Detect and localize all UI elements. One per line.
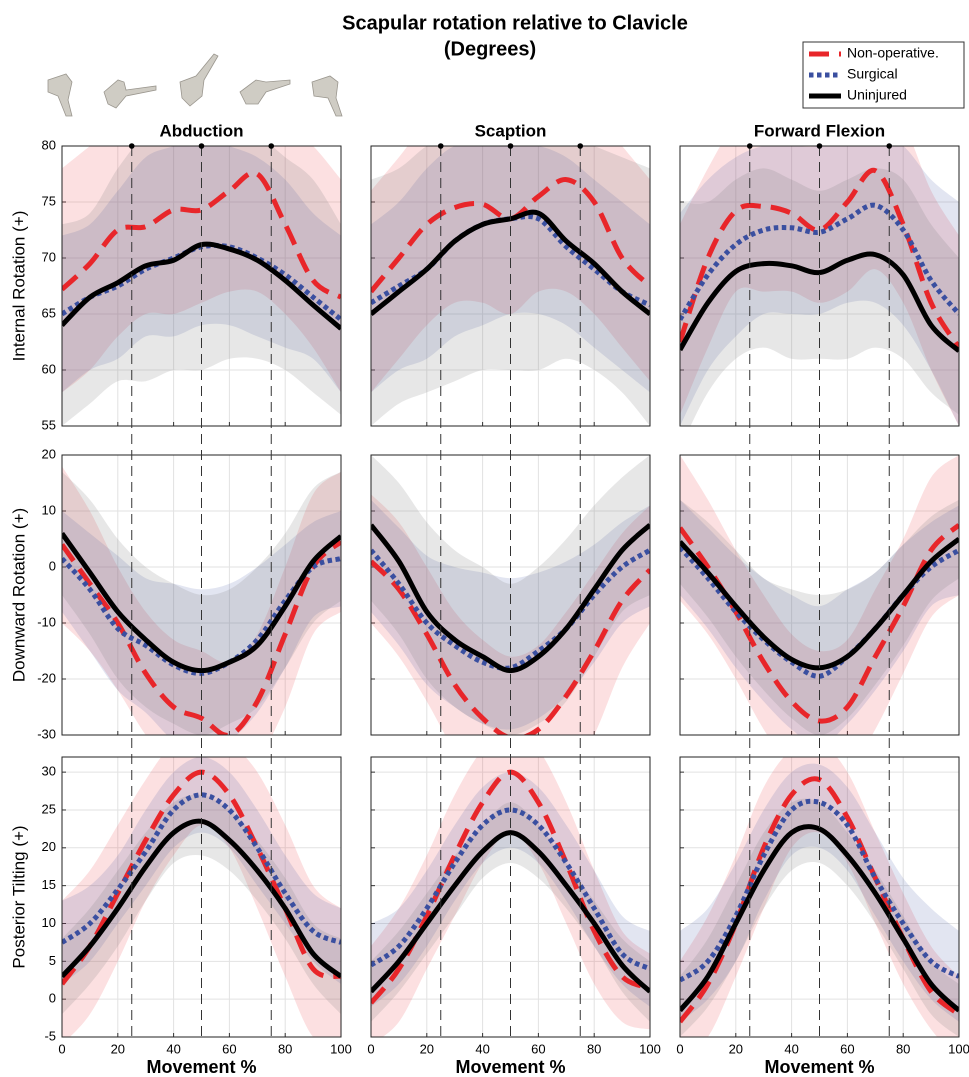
y-axis-label: Internal Rotation (+): [9, 211, 28, 362]
y-tick-label: 55: [42, 417, 56, 432]
phase-marker-dot: [507, 143, 514, 149]
phase-marker-dot: [816, 143, 823, 149]
series-line: [371, 548, 650, 671]
y-tick-label: -10: [37, 614, 56, 629]
shoulder-icon: [179, 53, 219, 107]
series-line: [371, 523, 650, 674]
y-tick-label: -20: [37, 670, 56, 685]
chart-subtitle: (Degrees): [444, 38, 536, 60]
y-tick-label: 0: [49, 558, 56, 573]
series-line: [371, 559, 650, 735]
y-tick-label: 5: [49, 953, 56, 968]
series-line: [62, 531, 341, 674]
x-tick-label: 40: [475, 1041, 489, 1056]
shoulder-icon: [239, 79, 291, 105]
y-tick-label: 80: [42, 137, 56, 152]
panel: 0 20 40 60 80 100: [367, 756, 661, 1056]
chart-title: Scapular rotation relative to Clavicle: [342, 12, 688, 34]
y-tick-label: 75: [42, 193, 56, 208]
legend-label: Non-operative.: [847, 45, 939, 61]
x-tick-label: 60: [222, 1041, 236, 1056]
x-tick-label: 0: [58, 1041, 65, 1056]
x-axis-label: Movement %: [455, 1057, 565, 1077]
phase-marker-dot: [577, 143, 584, 149]
shoulder-icon: [103, 79, 157, 109]
x-tick-label: 0: [676, 1041, 683, 1056]
y-tick-label: 60: [42, 361, 56, 376]
x-tick-label: 100: [948, 1041, 969, 1056]
panel-title: Scaption: [475, 121, 547, 140]
shoulder-icons: [47, 53, 343, 117]
x-tick-label: 100: [639, 1041, 661, 1056]
phase-marker-dot: [128, 143, 135, 149]
series-line: [680, 202, 959, 321]
y-tick-label: 70: [42, 249, 56, 264]
y-tick-label: 65: [42, 305, 56, 320]
confidence-band: [371, 146, 650, 393]
panel: 55 60 65 70 75 80: [42, 137, 342, 432]
series-line: [62, 170, 341, 300]
shoulder-icon: [311, 75, 343, 117]
x-tick-label: 80: [278, 1041, 292, 1056]
series-line: [680, 251, 959, 353]
panel-title: Forward Flexion: [754, 121, 885, 140]
legend-label: Surgical: [847, 66, 898, 82]
y-tick-label: 10: [42, 915, 56, 930]
legend-label: Uninjured: [847, 87, 907, 103]
phase-marker-dot: [746, 143, 753, 149]
x-tick-label: 60: [840, 1041, 854, 1056]
series-line: [62, 539, 341, 735]
x-tick-label: 60: [531, 1041, 545, 1056]
x-axis-label: Movement %: [146, 1057, 256, 1077]
y-tick-label: 25: [42, 801, 56, 816]
panel: -30 -20 -10 0 10 20: [37, 446, 342, 741]
shoulder-icon: [47, 73, 73, 117]
y-tick-label: 20: [42, 446, 56, 461]
x-tick-label: 80: [896, 1041, 910, 1056]
y-tick-label: 15: [42, 877, 56, 892]
series-line: [371, 214, 650, 308]
y-axis-label: Downward Rotation (+): [9, 508, 28, 682]
series-line: [62, 792, 341, 945]
y-tick-label: 10: [42, 502, 56, 517]
y-tick-label: 20: [42, 839, 56, 854]
x-tick-label: 100: [330, 1041, 352, 1056]
phase-marker-dot: [437, 143, 444, 149]
series-line: [680, 168, 959, 349]
y-tick-label: -30: [37, 726, 56, 741]
confidence-band: [62, 146, 341, 393]
phase-marker-dot: [268, 143, 275, 149]
phase-marker-dot: [886, 143, 893, 149]
x-tick-label: 40: [166, 1041, 180, 1056]
y-tick-label: 0: [49, 991, 56, 1006]
x-tick-label: 80: [587, 1041, 601, 1056]
x-tick-label: 20: [729, 1041, 743, 1056]
y-tick-label: -5: [44, 1028, 56, 1043]
series-line: [680, 798, 959, 983]
x-axis-label: Movement %: [764, 1057, 874, 1077]
y-axis-label: Posterior Tilting (+): [9, 825, 28, 968]
x-tick-label: 20: [420, 1041, 434, 1056]
x-tick-label: 20: [111, 1041, 125, 1056]
x-tick-label: 0: [367, 1041, 374, 1056]
series-line: [680, 523, 959, 724]
series-line: [371, 807, 650, 972]
panel-title: Abduction: [159, 121, 243, 140]
series-line: [680, 824, 959, 1013]
series-line: [371, 830, 650, 994]
y-tick-label: 30: [42, 764, 56, 779]
phase-marker-dot: [198, 143, 205, 149]
x-tick-label: 40: [784, 1041, 798, 1056]
confidence-band: [680, 763, 959, 1022]
panel: 0 20 40 60 80 100: [676, 756, 969, 1056]
